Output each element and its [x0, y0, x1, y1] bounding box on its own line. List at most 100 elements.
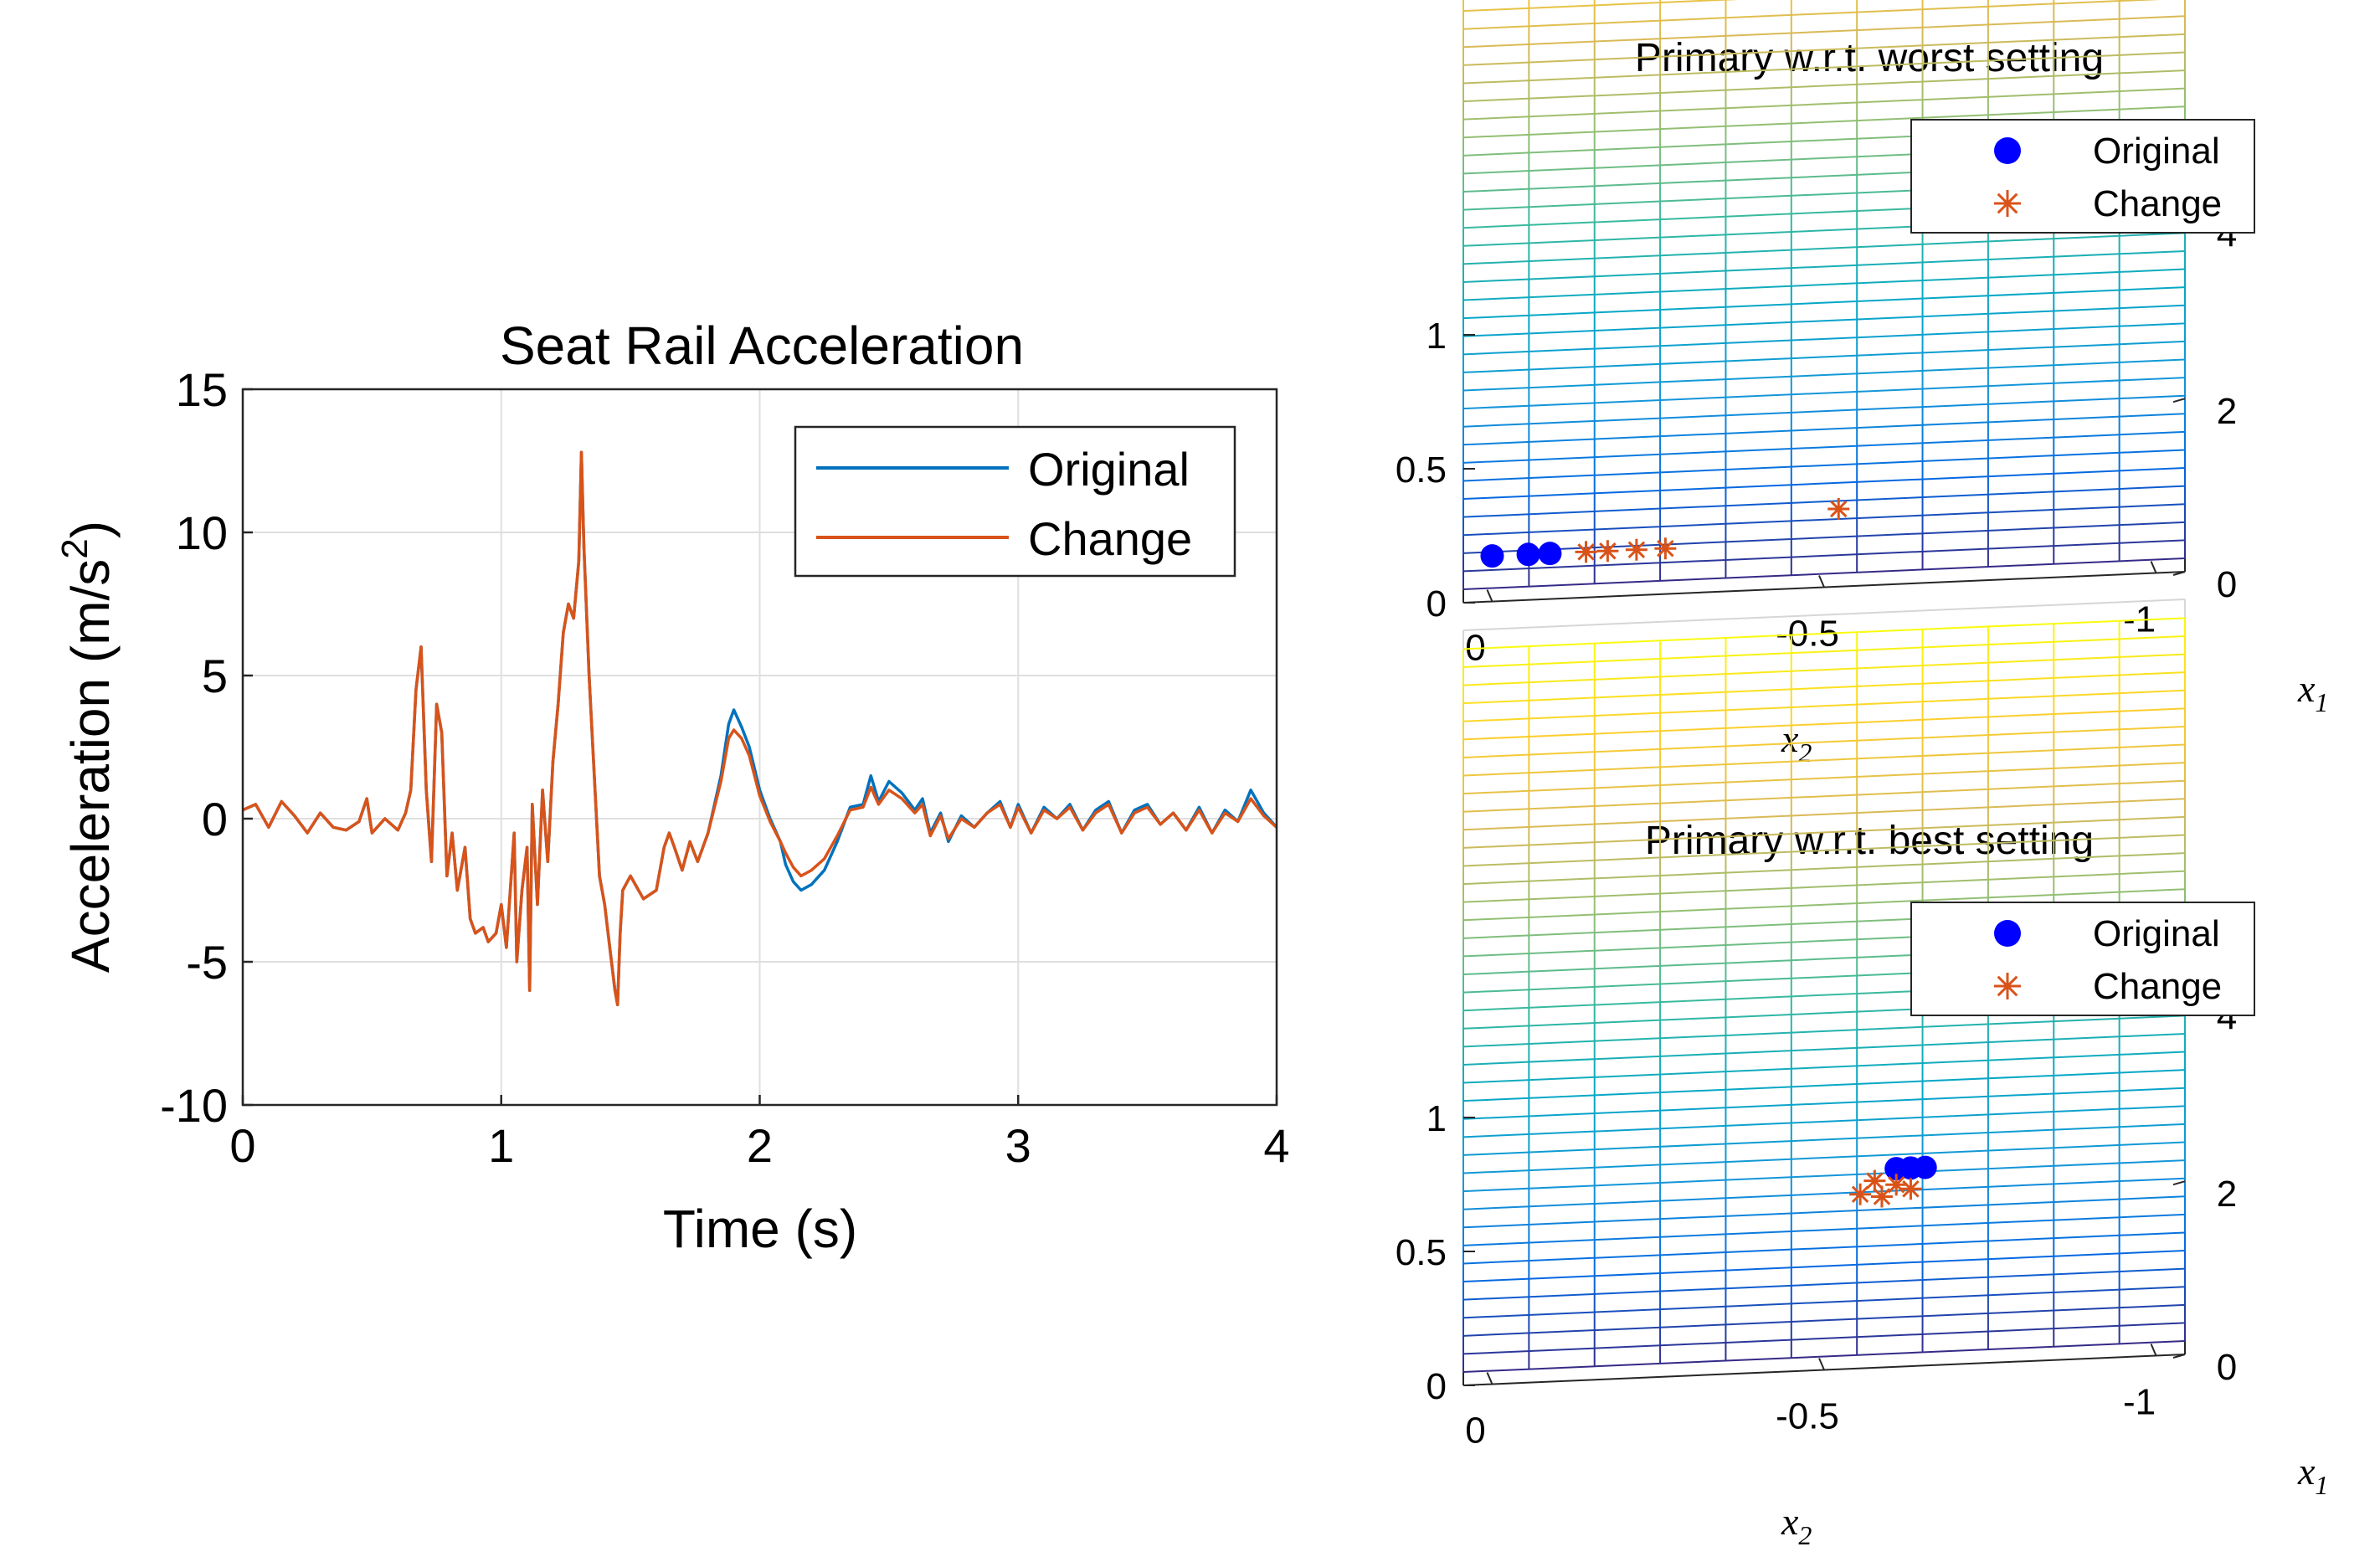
mesh-row-line	[1462, 232, 2186, 265]
chart-title: Seat Rail Acceleration	[500, 316, 1024, 376]
mesh-row-line	[1462, 358, 2186, 392]
plot-title: Primary w.r.t. best setting	[1645, 819, 2094, 863]
mesh-row-line	[1462, 286, 2186, 320]
x1-tick-mark	[2172, 1180, 2186, 1186]
y-tick-label: 10	[176, 506, 228, 559]
mesh-row-line	[1462, 87, 2186, 121]
mesh-row-line	[1462, 852, 2186, 886]
mesh-row-line	[1462, 815, 2186, 849]
series-line-change	[242, 450, 1278, 1007]
mesh-row-line	[1462, 834, 2186, 867]
mesh-row-line	[1462, 707, 2186, 741]
mesh-row-line	[1462, 1267, 2186, 1301]
mesh-row-line	[1462, 430, 2186, 464]
mesh-row-line	[1462, 322, 2186, 356]
mesh-row-line	[1462, 725, 2186, 758]
asterisk-stroke	[1627, 541, 1646, 558]
x2-tick-mark	[1486, 1372, 1493, 1385]
x1-axis-label: x1	[2297, 667, 2328, 717]
legend-label-original: Original	[2093, 913, 2220, 954]
y-tick-label: -5	[186, 936, 228, 989]
surface-mesh	[1462, 0, 2186, 590]
z-tick-label: 0.5	[1396, 450, 1447, 491]
legend: Original Change	[1910, 119, 2255, 234]
asterisk-stroke	[1873, 1188, 1891, 1205]
mesh-row-line	[1462, 671, 2186, 705]
x1-tick-label: 0	[2217, 1347, 2237, 1388]
x2-tick-label: -1	[2123, 1381, 2156, 1422]
marker-original	[1516, 542, 1540, 567]
data-markers	[1480, 497, 1850, 568]
mesh-row-line	[1462, 635, 2186, 668]
mesh-row-line	[1462, 249, 2186, 283]
mesh-row-line	[1462, 1231, 2186, 1265]
mesh-row-line	[1462, 1195, 2186, 1229]
mesh-row-line	[1462, 1303, 2186, 1337]
mesh-row-line	[1462, 1015, 2186, 1048]
mesh-row-line	[1462, 449, 2186, 482]
legend-asterisk	[1994, 973, 2021, 999]
marker-change	[1885, 1174, 1908, 1196]
marker-change	[1899, 1178, 1922, 1200]
mesh-row-line	[1462, 467, 2186, 501]
asterisk-stroke	[1829, 500, 1848, 518]
legend-box	[1910, 902, 2255, 1016]
legend-label-original: Original	[1028, 443, 1190, 496]
legend-label-original: Original	[2093, 131, 2220, 172]
mesh-row-line	[1462, 33, 2186, 66]
x2-axis-label: x2	[1781, 1500, 1812, 1550]
x1-tick-mark	[2172, 398, 2186, 403]
z-tick-label: 0	[1426, 583, 1447, 624]
legend-label-change: Change	[1028, 512, 1192, 565]
marker-change	[1625, 538, 1647, 561]
legend-marker-original	[1994, 920, 2021, 947]
asterisk-stroke	[1577, 543, 1595, 561]
mesh-row-line	[1462, 1123, 2186, 1156]
best-setting-3d-plot: Primary w.r.t. best setting 0 0.5 1 0 -0.5 -1…	[1396, 599, 2328, 1550]
mesh-row-line	[1462, 779, 2186, 813]
y-tick-label: 5	[202, 650, 228, 702]
mesh-row-line	[1462, 557, 2186, 590]
y-axis-label-sup: 2	[54, 538, 95, 558]
mesh-row-line	[1462, 870, 2186, 903]
x2-tick-label: -0.5	[1776, 1396, 1839, 1437]
surface-mesh	[1462, 617, 2186, 1373]
marker-original	[1480, 544, 1504, 568]
mesh-row-line	[1462, 1213, 2186, 1246]
mesh-row-line	[1462, 888, 2186, 922]
mesh-row-line	[1462, 51, 2186, 85]
x2-tick-mark	[2150, 561, 2157, 573]
data-markers	[1849, 1155, 1937, 1208]
mesh-row-line	[1462, 798, 2186, 831]
asterisk-stroke	[1599, 542, 1617, 560]
asterisk-stroke	[1657, 540, 1674, 557]
legend: Original Change	[794, 425, 1236, 578]
mesh-row-line	[1462, 1340, 2186, 1373]
marker-change	[1575, 541, 1597, 563]
y-tick-label: -10	[160, 1079, 228, 1132]
mesh-row-line	[1462, 15, 2186, 49]
x-tick-label: 1	[488, 1119, 514, 1172]
mesh-row-line	[1462, 0, 1739, 13]
mesh-row-line	[1462, 1032, 2186, 1066]
mesh-row-line	[1462, 617, 2186, 650]
y-axis-label-main: Acceleration (m/s	[60, 559, 121, 973]
x2-tick-mark	[1818, 575, 1825, 588]
x-axis-label: Time (s)	[663, 1199, 857, 1259]
x-tick-label: 3	[1005, 1119, 1031, 1172]
mesh-row-line	[1462, 653, 2186, 686]
mesh-row-line	[1462, 377, 2186, 410]
mesh-row-line	[1462, 0, 2160, 30]
legend-marker-change	[1994, 973, 2021, 999]
x2-tick-mark	[2150, 1344, 2157, 1356]
mesh-row-line	[1462, 539, 2186, 573]
z-tick-label: 0.5	[1396, 1232, 1447, 1273]
legend-marker-change	[1994, 190, 2021, 217]
y-tick-label: 0	[202, 793, 228, 845]
asterisk-stroke	[1902, 1180, 1920, 1198]
x1-tick-label: 0	[2217, 564, 2237, 605]
z-tick-label: 1	[1426, 316, 1447, 357]
legend-label-change: Change	[2093, 183, 2222, 224]
z-tick-label: 1	[1426, 1098, 1447, 1139]
mesh-row-line	[1462, 340, 2186, 373]
